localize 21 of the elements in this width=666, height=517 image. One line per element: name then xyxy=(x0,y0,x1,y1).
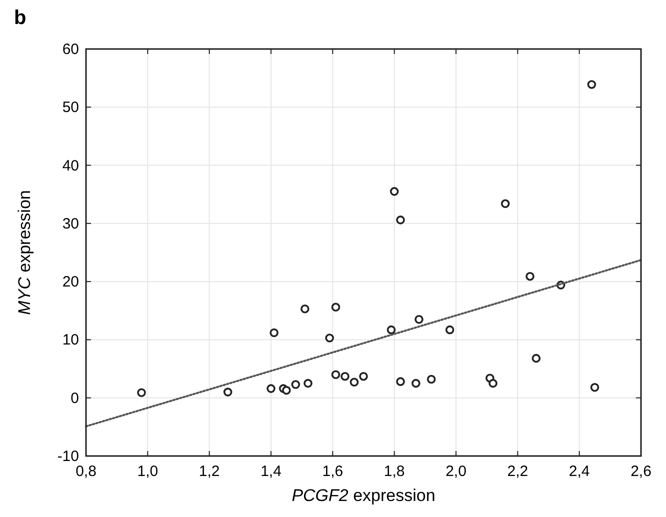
y-tick-label: 20 xyxy=(62,274,79,291)
y-tick-label: 40 xyxy=(62,157,79,174)
y-tick-label: 50 xyxy=(62,99,79,116)
x-tick-label: 1,8 xyxy=(384,463,405,480)
y-tick-label: 10 xyxy=(62,332,79,349)
x-tick-label: 1,4 xyxy=(260,463,282,480)
y-tick-label: 30 xyxy=(62,215,79,232)
x-tick-label: 2,4 xyxy=(568,463,590,480)
x-tick-label: 2,0 xyxy=(446,463,466,480)
x-tick-label: 2,2 xyxy=(507,463,528,480)
y-tick-label: 0 xyxy=(70,390,79,407)
x-tick-label: 0,8 xyxy=(76,463,96,480)
y-tick-label: -10 xyxy=(57,448,79,465)
x-tick-label: 1,6 xyxy=(322,463,344,480)
chart-title: b xyxy=(14,7,26,29)
x-axis-title: PCGF2 expression xyxy=(292,486,436,505)
x-tick-label: 2,6 xyxy=(630,463,652,480)
y-tick-label: 60 xyxy=(62,41,79,58)
y-axis-title: MYC expression xyxy=(15,190,34,315)
x-tick-label: 1,0 xyxy=(137,463,158,480)
x-tick-label: 1,2 xyxy=(198,463,220,480)
